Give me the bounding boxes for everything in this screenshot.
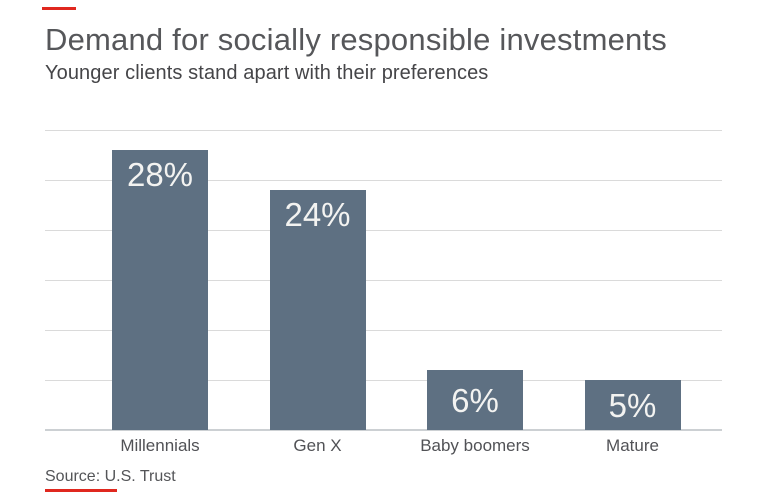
x-axis-baseline <box>45 429 722 431</box>
gridline-15-percent <box>45 280 722 281</box>
gridline-20-percent <box>45 230 722 231</box>
brand-accent-dash-icon <box>42 7 76 10</box>
x-axis-label-gen-x: Gen X <box>293 436 342 455</box>
bar-value-label: 5% <box>608 386 657 424</box>
x-axis-label-millennials: Millennials <box>120 436 200 455</box>
bar-chart-plot-area: 28% 24% 6% 5% <box>45 130 722 431</box>
gridline-10-percent <box>45 330 722 331</box>
gridline-5-percent <box>45 380 722 381</box>
source-note: Source: U.S. Trust <box>45 468 176 485</box>
x-axis-label-baby-boomers: Baby boomers <box>420 436 530 455</box>
bar-gen-x: 24% <box>269 190 366 430</box>
bar-baby-boomers: 6% <box>427 370 523 430</box>
chart-title: Demand for socially responsible investme… <box>45 22 667 57</box>
x-axis-label-mature: Mature <box>606 436 659 455</box>
bar-value-label: 24% <box>284 196 351 233</box>
gridline-25-percent <box>45 180 722 181</box>
brand-accent-line-bottom <box>45 489 117 492</box>
chart-subtitle: Younger clients stand apart with their p… <box>45 62 489 84</box>
gridline-30-percent <box>45 130 722 131</box>
bar-value-label: 28% <box>126 156 194 193</box>
bar-mature: 5% <box>584 380 681 430</box>
bar-millennials: 28% <box>112 150 208 430</box>
bar-value-label: 6% <box>451 381 499 419</box>
